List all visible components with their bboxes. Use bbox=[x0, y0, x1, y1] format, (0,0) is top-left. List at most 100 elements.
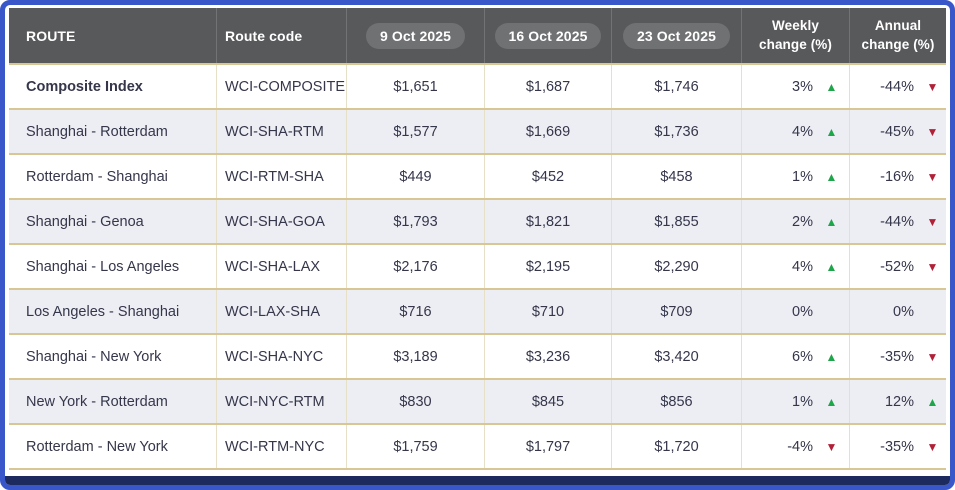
route-name-cell: Shanghai - Los Angeles bbox=[26, 258, 180, 275]
route-name-cell: Shanghai - Genoa bbox=[26, 213, 144, 230]
up-arrow-icon: ▲ bbox=[825, 214, 838, 229]
change-value: -45% bbox=[880, 123, 914, 140]
price-cell: $2,176 bbox=[346, 245, 484, 288]
price-cell: $1,651 bbox=[346, 65, 484, 108]
price-cell: $2,195 bbox=[484, 245, 611, 288]
date-pill: 23 Oct 2025 bbox=[623, 22, 730, 49]
up-arrow-icon: ▲ bbox=[926, 394, 939, 409]
annual-change-cell: -44% ▼ bbox=[849, 65, 946, 108]
route-name-cell: Shanghai - New York bbox=[26, 348, 162, 365]
price-cell: $1,687 bbox=[484, 65, 611, 108]
route-code-cell: WCI-LAX-SHA bbox=[216, 290, 346, 333]
route-code-cell: WCI-SHA-RTM bbox=[216, 110, 346, 153]
down-arrow-icon: ▼ bbox=[926, 124, 939, 139]
weekly-change-cell: -4% ▼ bbox=[741, 425, 849, 468]
route-name-cell: Composite Index bbox=[26, 78, 143, 95]
col-header-weekly-change: Weekly change (%) bbox=[741, 8, 849, 63]
price-cell: $845 bbox=[484, 380, 611, 423]
date-pill: 9 Oct 2025 bbox=[365, 22, 466, 49]
table-row: Shanghai - New York WCI-SHA-NYC $3,189 $3,2… bbox=[9, 335, 946, 380]
change-value: -52% bbox=[880, 258, 914, 275]
annual-change-cell: -44% ▼ bbox=[849, 200, 946, 243]
weekly-change-cell: 1% ▲ bbox=[741, 380, 849, 423]
change-value: -44% bbox=[880, 78, 914, 95]
annual-change-line2: change (%) bbox=[861, 36, 935, 52]
price-cell: $1,821 bbox=[484, 200, 611, 243]
table-row: New York - Rotterdam WCI-NYC-RTM $830 $845 $… bbox=[9, 380, 946, 425]
change-value: 1% bbox=[792, 168, 813, 185]
price-cell: $1,577 bbox=[346, 110, 484, 153]
freight-rates-table: ROUTE Route code 9 Oct 2025 16 Oct 2025 … bbox=[9, 8, 946, 470]
route-code-cell: WCI-RTM-NYC bbox=[216, 425, 346, 468]
price-cell: $1,793 bbox=[346, 200, 484, 243]
route-code-cell: WCI-SHA-LAX bbox=[216, 245, 346, 288]
change-value: 2% bbox=[792, 213, 813, 230]
price-cell: $1,746 bbox=[611, 65, 741, 108]
change-value: -35% bbox=[880, 438, 914, 455]
annual-change-cell: -16% ▼ bbox=[849, 155, 946, 198]
price-cell: $3,236 bbox=[484, 335, 611, 378]
down-arrow-icon: ▼ bbox=[825, 439, 838, 454]
price-cell: $1,759 bbox=[346, 425, 484, 468]
route-code-cell: WCI-SHA-GOA bbox=[216, 200, 346, 243]
up-arrow-icon: ▲ bbox=[825, 124, 838, 139]
price-cell: $830 bbox=[346, 380, 484, 423]
annual-change-cell: 12% ▲ bbox=[849, 380, 946, 423]
change-value: 4% bbox=[792, 123, 813, 140]
date-pill: 16 Oct 2025 bbox=[494, 22, 602, 49]
weekly-change-cell: 3% ▲ bbox=[741, 65, 849, 108]
route-code-cell: WCI-NYC-RTM bbox=[216, 380, 346, 423]
price-cell: $449 bbox=[346, 155, 484, 198]
price-cell: $1,669 bbox=[484, 110, 611, 153]
down-arrow-icon: ▼ bbox=[926, 169, 939, 184]
annual-change-line1: Annual bbox=[874, 18, 922, 34]
up-arrow-icon: ▲ bbox=[825, 394, 838, 409]
change-value: 0% bbox=[893, 303, 914, 320]
price-cell: $709 bbox=[611, 290, 741, 333]
change-value: 1% bbox=[792, 393, 813, 410]
route-code-cell: WCI-COMPOSITE bbox=[216, 65, 346, 108]
change-value: 3% bbox=[792, 78, 813, 95]
table-row: Shanghai - Genoa WCI-SHA-GOA $1,793 $1,821 $… bbox=[9, 200, 946, 245]
price-cell: $710 bbox=[484, 290, 611, 333]
change-value: -16% bbox=[880, 168, 914, 185]
table-row: Composite Index WCI-COMPOSITE $1,651 $1,687… bbox=[9, 65, 946, 110]
table-row: Shanghai - Rotterdam WCI-SHA-RTM $1,577 $1,… bbox=[9, 110, 946, 155]
change-value: 4% bbox=[792, 258, 813, 275]
weekly-change-cell: 1% ▲ bbox=[741, 155, 849, 198]
table-row: Rotterdam - New York WCI-RTM-NYC $1,759 $1,… bbox=[9, 425, 946, 470]
price-cell: $3,420 bbox=[611, 335, 741, 378]
price-cell: $2,290 bbox=[611, 245, 741, 288]
change-value: -35% bbox=[880, 348, 914, 365]
route-name-cell: Rotterdam - Shanghai bbox=[26, 168, 168, 185]
down-arrow-icon: ▼ bbox=[926, 214, 939, 229]
col-header-date-1: 9 Oct 2025 bbox=[346, 8, 484, 63]
table-row: Rotterdam - Shanghai WCI-RTM-SHA $449 $452 $… bbox=[9, 155, 946, 200]
route-name-cell: Los Angeles - Shanghai bbox=[26, 303, 180, 320]
price-cell: $1,797 bbox=[484, 425, 611, 468]
price-cell: $716 bbox=[346, 290, 484, 333]
down-arrow-icon: ▼ bbox=[926, 349, 939, 364]
col-header-route: ROUTE bbox=[26, 27, 76, 44]
route-name-cell: New York - Rotterdam bbox=[26, 393, 168, 410]
route-name-cell: Shanghai - Rotterdam bbox=[26, 123, 168, 140]
change-value: 12% bbox=[884, 393, 914, 410]
change-value: 6% bbox=[792, 348, 813, 365]
annual-change-cell: -52% ▼ bbox=[849, 245, 946, 288]
route-name-cell: Rotterdam - New York bbox=[26, 438, 168, 455]
route-code-cell: WCI-RTM-SHA bbox=[216, 155, 346, 198]
price-cell: $1,736 bbox=[611, 110, 741, 153]
annual-change-cell: -45% ▼ bbox=[849, 110, 946, 153]
col-header-date-3: 23 Oct 2025 bbox=[611, 8, 741, 63]
weekly-change-cell: 2% ▲ bbox=[741, 200, 849, 243]
bottom-accent-bar bbox=[5, 476, 950, 485]
weekly-change-cell: 6% ▲ bbox=[741, 335, 849, 378]
up-arrow-icon: ▲ bbox=[825, 259, 838, 274]
annual-change-cell: 0% bbox=[849, 290, 946, 333]
weekly-change-cell: 4% ▲ bbox=[741, 110, 849, 153]
col-header-date-2: 16 Oct 2025 bbox=[484, 8, 611, 63]
change-value: -4% bbox=[787, 438, 813, 455]
route-code-cell: WCI-SHA-NYC bbox=[216, 335, 346, 378]
table-row: Shanghai - Los Angeles WCI-SHA-LAX $2,176 $… bbox=[9, 245, 946, 290]
